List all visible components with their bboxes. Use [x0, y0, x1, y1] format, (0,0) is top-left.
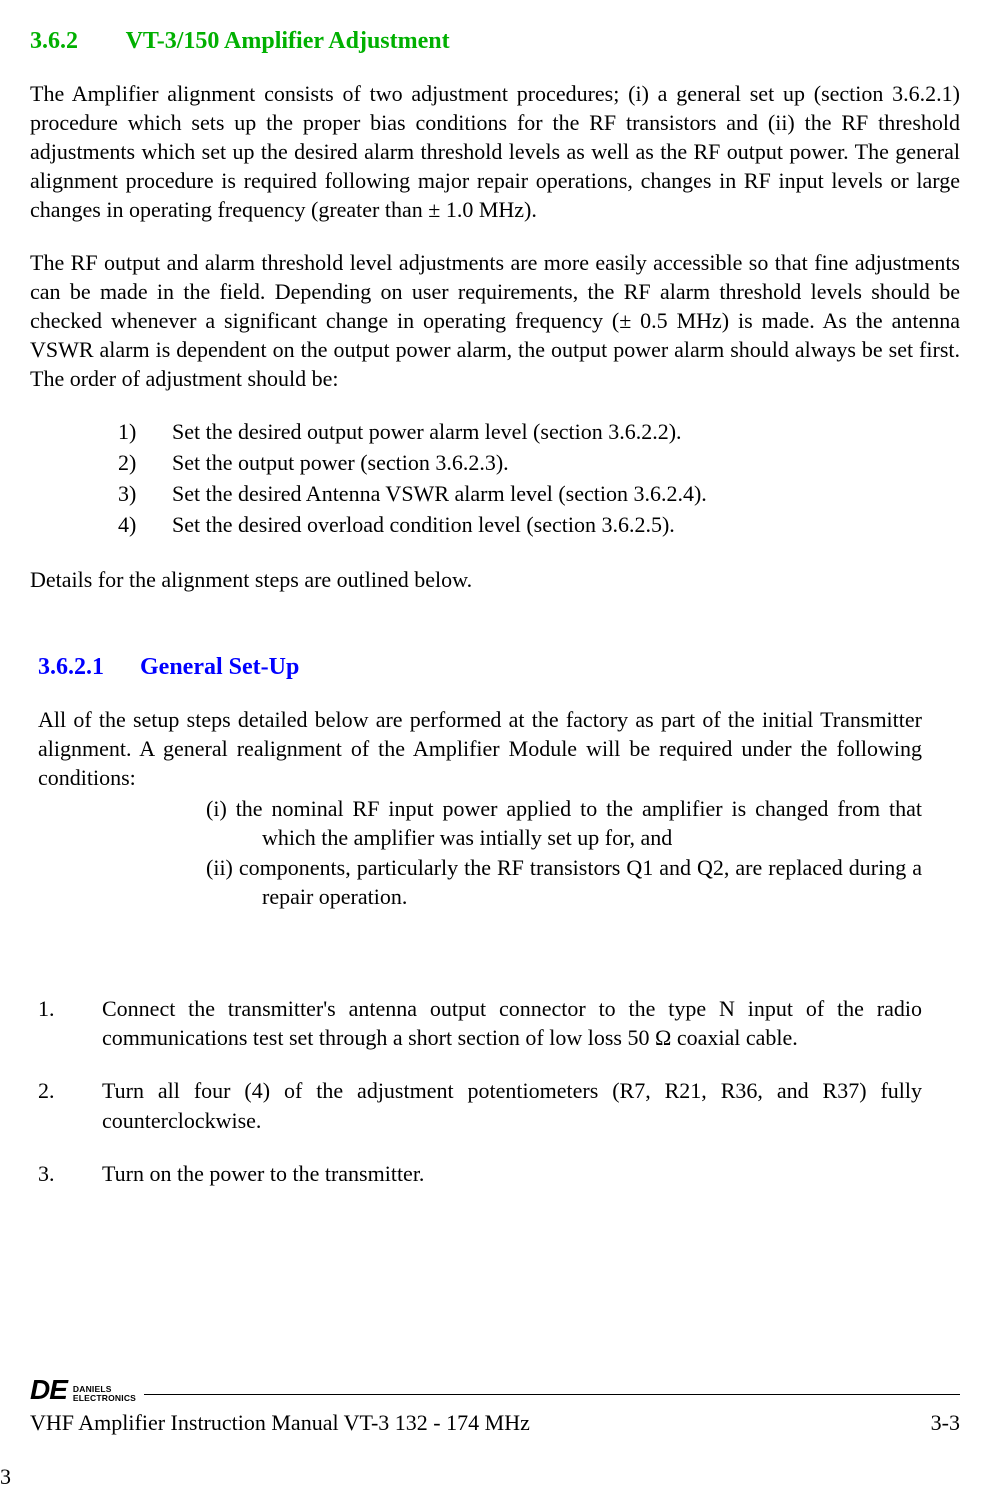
list-marker: 2): [118, 448, 172, 479]
condition-item: (ii) components, particularly the RF tra…: [206, 853, 922, 912]
list-text: Set the output power (section 3.6.2.3).: [172, 448, 509, 479]
subsection-title: General Set-Up: [140, 654, 299, 680]
step-text: Connect the transmitter's antenna output…: [102, 994, 922, 1053]
footer-page-number: 3-3: [931, 1410, 960, 1436]
de-sub-bottom: ELECTRONICS: [73, 1393, 136, 1403]
paragraph-intro-2: The RF output and alarm threshold level …: [30, 248, 960, 393]
step-text: Turn on the power to the transmitter.: [102, 1159, 922, 1188]
step-item: 1. Connect the transmitter's antenna out…: [38, 994, 922, 1053]
section-heading-3-6-2: 3.6.2 VT-3/150 Amplifier Adjustment: [30, 28, 960, 55]
subsection-3-6-2-1: 3.6.2.1 General Set-Up All of the setup …: [38, 654, 922, 1189]
step-item: 2. Turn all four (4) of the adjustment p…: [38, 1076, 922, 1135]
section-title: VT-3/150 Amplifier Adjustment: [126, 28, 450, 54]
paragraph-details: Details for the alignment steps are outl…: [30, 565, 960, 594]
list-marker: 4): [118, 510, 172, 541]
footer-doc-title: VHF Amplifier Instruction Manual VT-3 13…: [30, 1410, 530, 1436]
list-text: Set the desired output power alarm level…: [172, 417, 682, 448]
step-marker: 2.: [38, 1076, 102, 1135]
subsection-number: 3.6.2.1: [38, 654, 104, 681]
adjustment-order-list: 1) Set the desired output power alarm le…: [30, 417, 960, 540]
footer-logo-row: DE DANIELS ELECTRONICS: [30, 1374, 960, 1406]
step-marker: 3.: [38, 1159, 102, 1188]
list-marker: 1): [118, 417, 172, 448]
setup-steps-list: 1. Connect the transmitter's antenna out…: [38, 994, 922, 1189]
list-item: 4) Set the desired overload condition le…: [118, 510, 960, 541]
step-text: Turn all four (4) of the adjustment pote…: [102, 1076, 922, 1135]
footer-text-row: VHF Amplifier Instruction Manual VT-3 13…: [30, 1410, 960, 1436]
list-item: 2) Set the output power (section 3.6.2.3…: [118, 448, 960, 479]
condition-item: (i) the nominal RF input power applied t…: [206, 794, 922, 853]
section-number: 3.6.2: [30, 28, 78, 55]
list-item: 1) Set the desired output power alarm le…: [118, 417, 960, 448]
list-text: Set the desired Antenna VSWR alarm level…: [172, 479, 707, 510]
list-marker: 3): [118, 479, 172, 510]
subsection-heading: 3.6.2.1 General Set-Up: [38, 654, 922, 681]
step-item: 3. Turn on the power to the transmitter.: [38, 1159, 922, 1188]
list-text: Set the desired overload condition level…: [172, 510, 675, 541]
de-logo-sub: DANIELS ELECTRONICS: [73, 1385, 136, 1406]
de-logo-main: DE: [30, 1374, 67, 1406]
corner-page-number: 3: [0, 1464, 11, 1490]
list-item: 3) Set the desired Antenna VSWR alarm le…: [118, 479, 960, 510]
paragraph-intro-1: The Amplifier alignment consists of two …: [30, 79, 960, 224]
step-marker: 1.: [38, 994, 102, 1053]
conditions-list: (i) the nominal RF input power applied t…: [38, 794, 922, 912]
paragraph-setup-intro: All of the setup steps detailed below ar…: [38, 705, 922, 792]
page-footer: DE DANIELS ELECTRONICS VHF Amplifier Ins…: [30, 1374, 960, 1436]
footer-divider: [144, 1394, 960, 1395]
